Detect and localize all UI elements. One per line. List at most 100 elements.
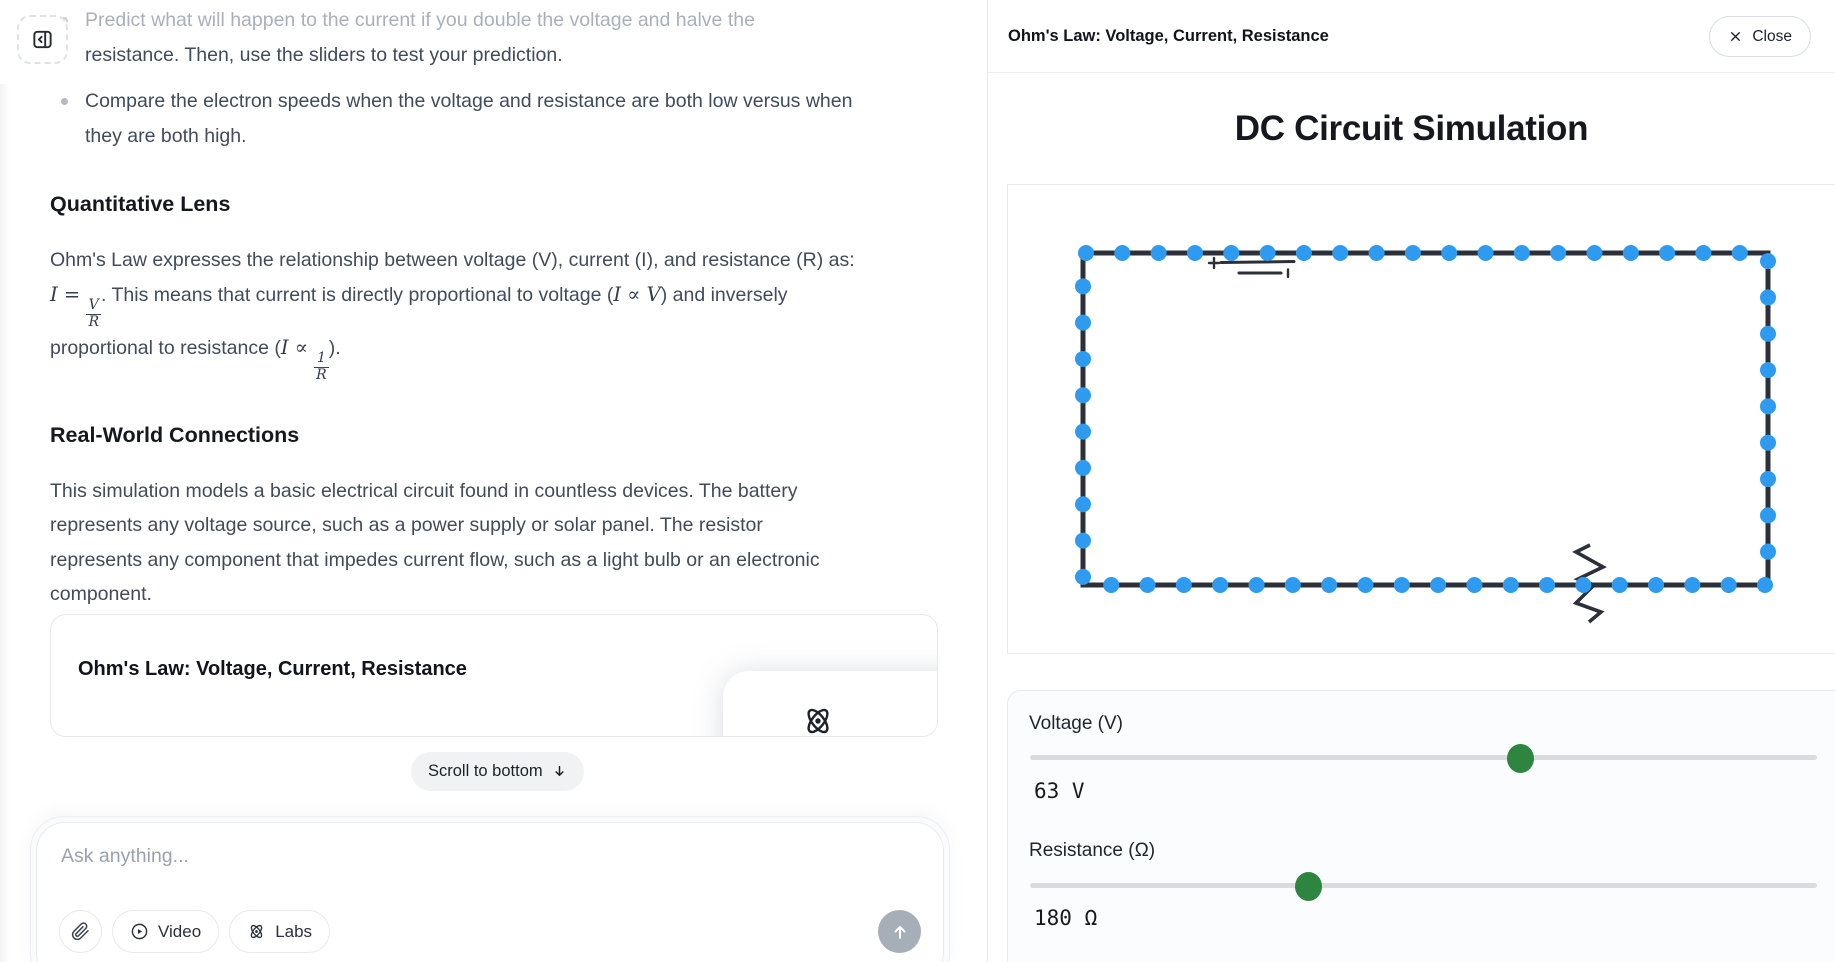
arrow-up-icon — [893, 925, 906, 939]
circuit-canvas — [1007, 184, 1835, 654]
circuit-diagram — [1075, 245, 1776, 624]
circuit-wire — [1080, 250, 1771, 588]
electron-dot — [1760, 398, 1776, 415]
electron-dot — [1404, 245, 1421, 261]
composer-toolbar: Video Labs — [59, 910, 331, 953]
simulation-card[interactable]: Ohm's Law: Voltage, Current, Resistance — [50, 613, 938, 737]
attach-button[interactable] — [59, 910, 102, 953]
paragraph-line: Ohm's Law expresses the relationship bet… — [50, 249, 855, 271]
electron-dot — [1695, 245, 1712, 261]
scroll-to-bottom-button[interactable]: Scroll to bottom — [411, 752, 584, 791]
electron-dots — [1075, 245, 1776, 593]
electron-dot — [1075, 350, 1091, 367]
electron-dot — [1150, 245, 1167, 261]
atom-icon — [807, 708, 829, 733]
electron-dot — [1760, 471, 1776, 488]
electron-dot — [1575, 577, 1592, 593]
electron-dot — [1731, 245, 1748, 261]
electron-dot — [1659, 245, 1676, 261]
electron-dot — [1430, 577, 1447, 593]
electron-dot — [1441, 245, 1458, 261]
electron-dot — [1075, 423, 1091, 440]
close-button[interactable]: Close — [1709, 16, 1811, 57]
electron-dot — [1075, 568, 1091, 585]
close-button-label: Close — [1752, 27, 1792, 45]
scroll-to-bottom-label: Scroll to bottom — [428, 762, 543, 780]
electron-dot — [1259, 245, 1276, 261]
electron-dot — [1075, 496, 1091, 513]
voltage-value: 63 V — [1034, 779, 1085, 803]
document-content: Predict what will happen to the current … — [50, 0, 938, 737]
panel-title: Ohm's Law: Voltage, Current, Resistance — [1008, 26, 1329, 45]
atom-icon — [250, 924, 263, 939]
paragraph-text: . This means that current is directly pr… — [101, 283, 614, 306]
electron-dot — [1502, 577, 1519, 593]
electron-dot — [1295, 245, 1312, 261]
labs-button[interactable]: Labs — [229, 910, 331, 953]
section-heading-quantitative-lens: Quantitative Lens — [50, 192, 231, 216]
electron-dot — [1393, 577, 1410, 593]
electron-dot — [1139, 577, 1156, 593]
arrow-down-icon — [555, 765, 564, 776]
bullet-text: Predict what will happen to the current … — [85, 9, 755, 31]
math-symbol: I — [50, 282, 58, 306]
chat-composer: Ask anything... Video — [30, 816, 950, 962]
simulation-title: DC Circuit Simulation — [1234, 109, 1589, 148]
play-circle-icon — [131, 923, 148, 940]
electron-dot — [1075, 459, 1091, 476]
close-icon — [1731, 32, 1741, 41]
electron-dot — [1284, 577, 1301, 593]
resistance-slider-thumb[interactable] — [1295, 872, 1323, 901]
electron-dot — [1357, 577, 1374, 593]
electron-dot — [1223, 245, 1240, 261]
voltage-slider-thumb[interactable] — [1506, 744, 1534, 773]
simulation-card-title: Ohm's Law: Voltage, Current, Resistance — [78, 657, 467, 680]
simulation-card-preview[interactable] — [723, 670, 937, 736]
section-heading-real-world: Real-World Connections — [50, 422, 300, 447]
math-symbol: ∝ — [288, 335, 315, 359]
paragraph-text: proportional to resistance ( — [50, 336, 281, 359]
voltage-slider-track[interactable] — [1030, 755, 1817, 760]
video-button-label: Video — [158, 921, 202, 941]
electron-dot — [1720, 577, 1737, 593]
electron-dot — [1321, 577, 1338, 593]
simulation-panel: Ohm's Law: Voltage, Current, Resistance … — [988, 0, 1835, 962]
paragraph-line: proportional to resistance (I ∝ 1 R). — [50, 331, 938, 384]
send-button[interactable] — [878, 910, 921, 953]
bullet-text: Compare the electron speeds when the vol… — [85, 90, 853, 147]
video-button[interactable]: Video — [112, 910, 220, 953]
list-item: Predict what will happen to the current … — [50, 3, 938, 72]
panel-divider — [987, 0, 988, 962]
electron-dot — [1075, 387, 1091, 404]
electron-dot — [1611, 577, 1628, 593]
electron-dot — [1760, 434, 1776, 451]
real-world-paragraph: This simulation models a basic electrica… — [50, 474, 938, 612]
collapse-sidebar-button[interactable] — [17, 15, 68, 64]
quantitative-paragraph: Ohm's Law expresses the relationship bet… — [50, 243, 938, 384]
electron-dot — [1212, 577, 1229, 593]
electron-dot — [1175, 577, 1192, 593]
chat-input[interactable]: Ask anything... — [61, 845, 189, 867]
electron-dot — [1075, 532, 1091, 549]
resistance-value: 180 Ω — [1034, 906, 1098, 930]
chat-composer-card: Ask anything... Video — [36, 822, 944, 962]
electron-dot — [1332, 245, 1349, 261]
electron-dot — [1648, 577, 1665, 593]
electron-dot — [1760, 253, 1776, 270]
math-symbol: I ∝ V — [613, 282, 661, 306]
battery-symbol — [1207, 256, 1296, 279]
paragraph-line: This simulation models a basic electrica… — [50, 479, 820, 606]
paperclip-icon — [71, 922, 89, 941]
math-symbol: = — [57, 282, 87, 306]
electron-dot — [1078, 245, 1094, 261]
electron-dot — [1760, 289, 1776, 306]
labs-button-label: Labs — [275, 921, 313, 941]
resistance-slider-track[interactable] — [1030, 883, 1817, 888]
electron-dot — [1760, 543, 1776, 560]
bullet-text: resistance. Then, use the sliders to tes… — [85, 43, 563, 66]
bullet-list: Predict what will happen to the current … — [50, 3, 938, 153]
